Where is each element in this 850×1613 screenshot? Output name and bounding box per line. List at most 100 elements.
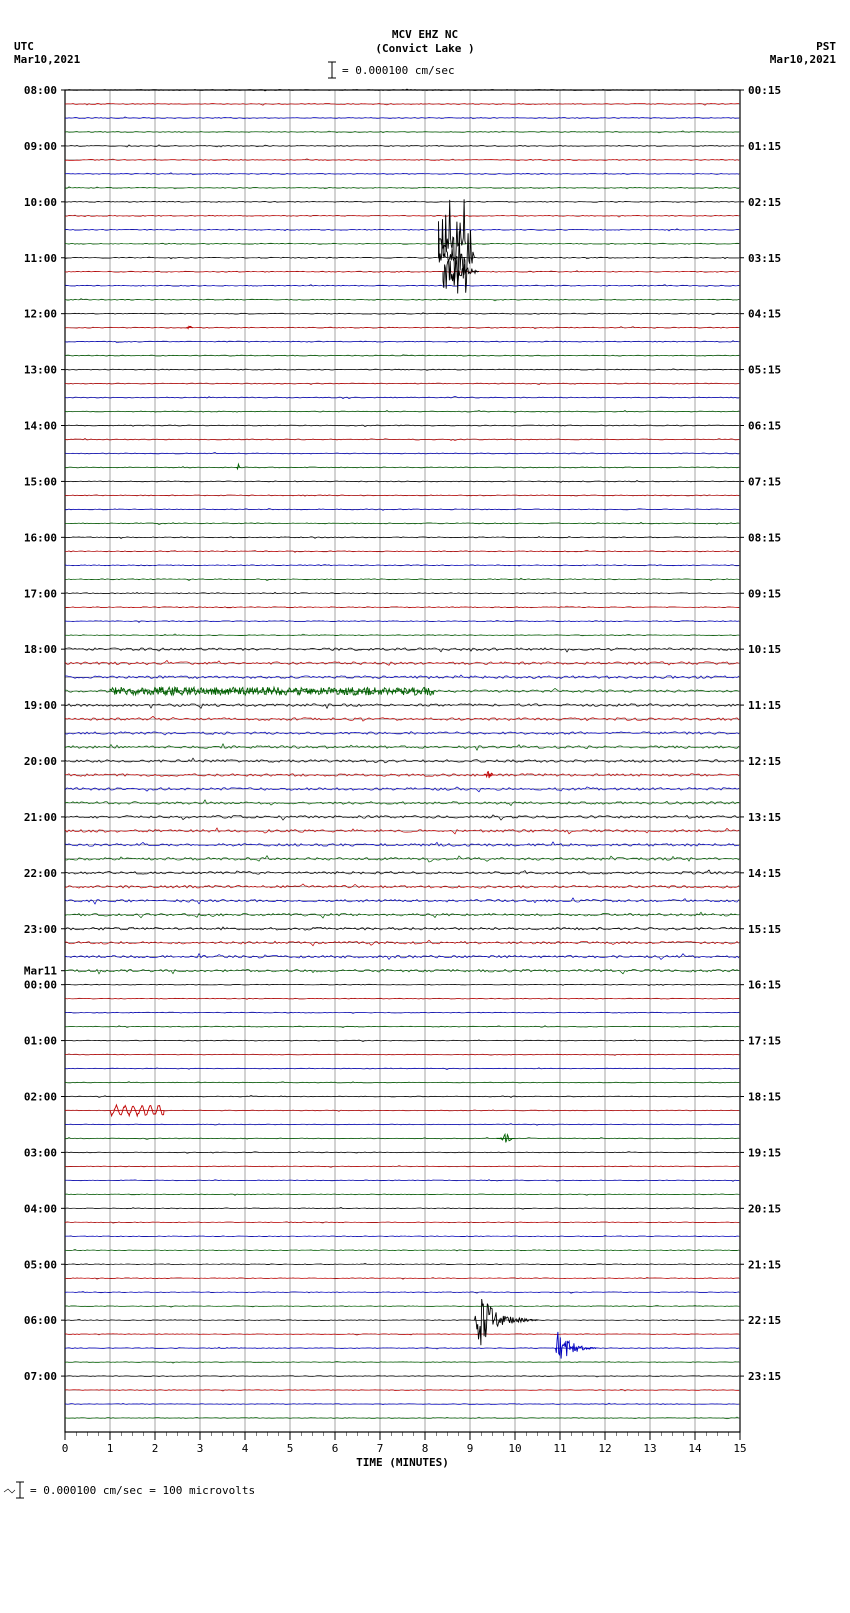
trace-line bbox=[65, 1166, 739, 1168]
trace-line bbox=[65, 815, 739, 820]
trace-line bbox=[65, 369, 739, 370]
trace-line bbox=[65, 1403, 739, 1404]
trace-line bbox=[65, 1110, 739, 1112]
trace-line bbox=[65, 1334, 739, 1335]
x-tick-label: 1 bbox=[107, 1442, 114, 1455]
trace-line bbox=[65, 145, 739, 147]
trace-line bbox=[65, 1319, 739, 1320]
x-tick-label: 6 bbox=[332, 1442, 339, 1455]
utc-label: 14:00 bbox=[24, 420, 57, 433]
trace-line bbox=[65, 425, 739, 427]
trace-line bbox=[65, 660, 739, 665]
utc-label: 20:00 bbox=[24, 755, 57, 768]
trace-line bbox=[65, 1082, 739, 1083]
x-tick-label: 14 bbox=[688, 1442, 702, 1455]
trace-line bbox=[65, 1292, 739, 1294]
trace-line bbox=[65, 396, 739, 398]
utc-label: 19:00 bbox=[24, 699, 57, 712]
utc-label: 05:00 bbox=[24, 1258, 57, 1271]
trace-line bbox=[65, 410, 739, 412]
trace-line bbox=[65, 257, 739, 259]
trace-line bbox=[65, 173, 739, 175]
left-date: Mar10,2021 bbox=[14, 53, 81, 66]
trace-line bbox=[65, 467, 739, 468]
trace-line bbox=[65, 606, 739, 608]
y-labels-left: 08:0009:0010:0011:0012:0013:0014:0015:00… bbox=[24, 84, 65, 1383]
x-tick-label: 10 bbox=[508, 1442, 521, 1455]
trace-line bbox=[65, 522, 739, 524]
pst-label: 20:15 bbox=[748, 1202, 781, 1215]
trace-line bbox=[65, 550, 739, 552]
utc-label: 09:00 bbox=[24, 140, 57, 153]
trace-line bbox=[65, 1068, 739, 1070]
utc-label: 03:00 bbox=[24, 1146, 57, 1159]
station-location: (Convict Lake ) bbox=[375, 42, 474, 55]
utc-label: 02:00 bbox=[24, 1091, 57, 1104]
trace-line bbox=[65, 1376, 739, 1377]
trace-line bbox=[65, 1235, 739, 1236]
trace-line bbox=[65, 1389, 739, 1391]
events bbox=[110, 199, 596, 1358]
trace-line bbox=[65, 1277, 739, 1279]
utc-label: 01:00 bbox=[24, 1035, 57, 1048]
trace-line bbox=[65, 215, 739, 217]
pst-label: 17:15 bbox=[748, 1035, 781, 1048]
trace-line bbox=[65, 299, 739, 301]
pst-label: 16:15 bbox=[748, 979, 781, 992]
trace-line bbox=[65, 732, 739, 735]
pst-label: 08:15 bbox=[748, 531, 781, 544]
utc-label: 04:00 bbox=[24, 1202, 57, 1215]
trace-line bbox=[65, 1249, 739, 1251]
trace-line bbox=[65, 856, 739, 862]
pst-label: 01:15 bbox=[748, 140, 781, 153]
utc-label: 10:00 bbox=[24, 196, 57, 209]
pst-label: 09:15 bbox=[748, 587, 781, 600]
left-tz: UTC bbox=[14, 40, 34, 53]
pst-label: 06:15 bbox=[748, 420, 781, 433]
pst-label: 00:15 bbox=[748, 84, 781, 97]
trace-line bbox=[65, 1194, 739, 1196]
x-tick-label: 8 bbox=[422, 1442, 429, 1455]
x-tick-label: 5 bbox=[287, 1442, 294, 1455]
trace-line bbox=[65, 1152, 739, 1154]
pst-label: 05:15 bbox=[748, 364, 781, 377]
x-tick-label: 9 bbox=[467, 1442, 474, 1455]
y-labels-right: 00:1501:1502:1503:1504:1505:1506:1507:15… bbox=[740, 84, 781, 1383]
trace-line bbox=[65, 383, 739, 385]
pst-label: 18:15 bbox=[748, 1091, 781, 1104]
utc-label: 12:00 bbox=[24, 308, 57, 321]
trace-line bbox=[65, 271, 739, 273]
trace-line bbox=[65, 1096, 739, 1098]
pst-label: 19:15 bbox=[748, 1146, 781, 1159]
traces bbox=[65, 89, 739, 1419]
trace-line bbox=[65, 536, 739, 538]
trace-line bbox=[65, 1137, 739, 1139]
pst-label: 04:15 bbox=[748, 308, 781, 321]
trace-line bbox=[65, 1026, 739, 1028]
pst-label: 21:15 bbox=[748, 1258, 781, 1271]
utc-label: 21:00 bbox=[24, 811, 57, 824]
seismogram-container: MCV EHZ NC(Convict Lake )= 0.000100 cm/s… bbox=[0, 0, 850, 1613]
x-tick-label: 4 bbox=[242, 1442, 249, 1455]
trace-line bbox=[65, 800, 739, 806]
x-tick-label: 15 bbox=[733, 1442, 746, 1455]
x-tick-label: 13 bbox=[643, 1442, 656, 1455]
footer-squiggle-icon bbox=[4, 1489, 15, 1493]
footer-scale-text: = 0.000100 cm/sec = 100 microvolts bbox=[30, 1484, 255, 1497]
trace-line bbox=[65, 1222, 739, 1223]
scale-text: = 0.000100 cm/sec bbox=[342, 64, 455, 77]
trace-line bbox=[65, 1305, 739, 1307]
utc-label: Mar11 bbox=[24, 965, 57, 978]
utc-label: 07:00 bbox=[24, 1370, 57, 1383]
right-tz: PST bbox=[816, 40, 836, 53]
pst-label: 13:15 bbox=[748, 811, 781, 824]
trace-line bbox=[65, 1347, 739, 1349]
utc-label: 06:00 bbox=[24, 1314, 57, 1327]
trace-line bbox=[65, 187, 739, 189]
utc-label: 22:00 bbox=[24, 867, 57, 880]
pst-label: 14:15 bbox=[748, 867, 781, 880]
utc-label: 15:00 bbox=[24, 475, 57, 488]
trace-line bbox=[65, 1012, 739, 1013]
trace-line bbox=[65, 452, 739, 454]
utc-label: 18:00 bbox=[24, 643, 57, 656]
